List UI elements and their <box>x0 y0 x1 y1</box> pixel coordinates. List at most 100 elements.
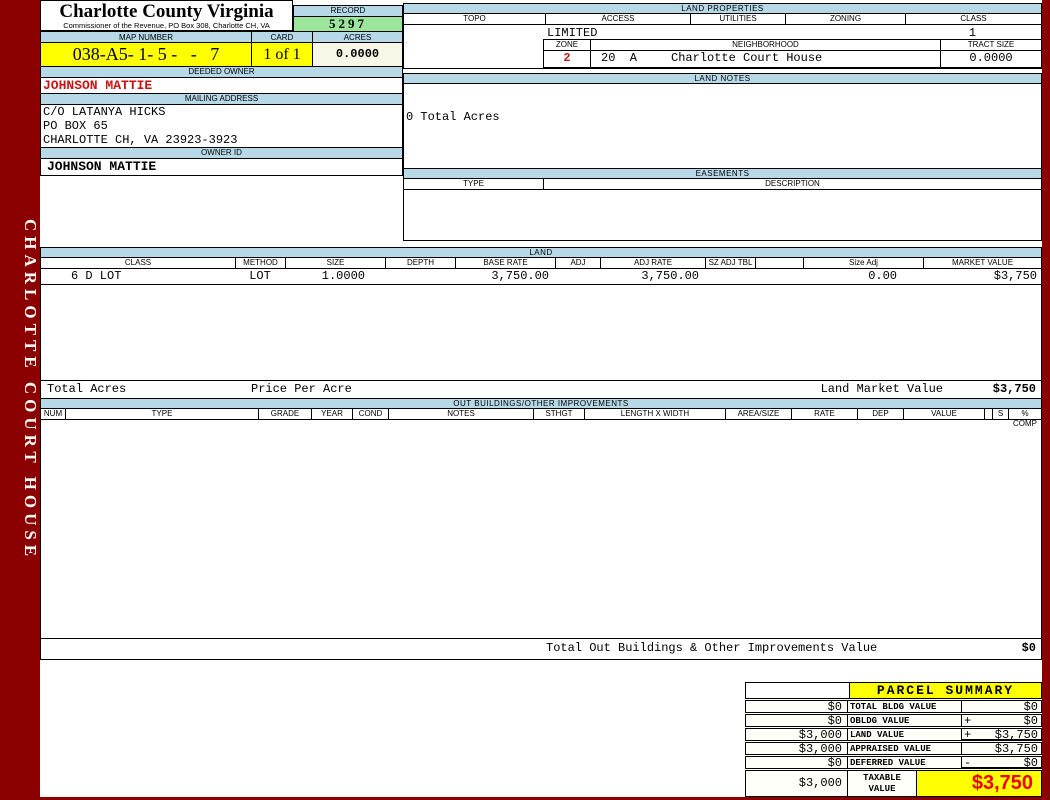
neighborhood-header: NEIGHBORHOOD <box>591 40 941 50</box>
summary-row-obldg: $0 OBLDG VALUE + $0 <box>745 714 1042 727</box>
summary-row-land: $3,000 LAND VALUE + $3,750 <box>745 728 1042 741</box>
ob-col-s: S <box>993 409 1009 419</box>
parcel-summary: PARCEL SUMMARY $0 TOTAL BLDG VALUE $0 $0… <box>745 682 1042 797</box>
ob-col-dep: DEP <box>858 409 904 419</box>
card-header: CARD <box>251 31 312 43</box>
row-operator: - <box>964 756 972 770</box>
utilities-column-header: UTILITIES <box>691 14 786 24</box>
ob-col-cond: COND <box>353 409 389 419</box>
price-per-acre-label: Price Per Acre <box>251 382 352 396</box>
card-value: 1 of 1 <box>251 43 312 67</box>
neighborhood-name: Charlotte Court House <box>671 51 823 65</box>
land-row-class: 6 D LOT <box>71 269 122 283</box>
prior-value: $0 <box>745 714 848 727</box>
row-label: TOTAL BLDG VALUE <box>848 700 962 713</box>
out-buildings-header: OUT BUILDINGS/OTHER IMPROVEMENTS <box>40 398 1042 409</box>
land-row-depth <box>385 269 455 284</box>
county-title: Charlotte County Virginia <box>59 1 274 22</box>
row-label: APPRAISED VALUE <box>848 742 962 755</box>
prior-value: $0 <box>745 700 848 713</box>
ob-col-value: VALUE <box>904 409 985 419</box>
owner-id-header: OWNER ID <box>40 148 403 159</box>
neighborhood-code: 20 A <box>601 51 638 65</box>
neighborhood-value: 20 A Charlotte Court House <box>591 51 941 67</box>
tract-size-header: TRACT SIZE <box>967 40 1015 49</box>
record-card-panel: Charlotte County Virginia Commissioner o… <box>40 0 1042 797</box>
easements-header: EASEMENTS <box>403 169 1042 179</box>
mailing-line: C/O LATANYA HICKS <box>43 105 166 119</box>
summary-row-total-bldg: $0 TOTAL BLDG VALUE $0 <box>745 700 1042 713</box>
row-operator: + <box>964 714 972 728</box>
out-buildings-total-label: Total Out Buildings & Other Improvements… <box>546 641 878 655</box>
ob-col-area-size: AREA/SIZE <box>726 409 792 419</box>
land-table-section: LAND CLASS METHOD SIZE DEPTH BASE RATE A… <box>40 247 1042 399</box>
land-col-size: SIZE <box>286 258 386 268</box>
ob-col-length-width: LENGTH X WIDTH <box>585 409 726 419</box>
map-number-header: MAP NUMBER <box>40 31 251 43</box>
prior-value: $3,000 <box>745 742 848 755</box>
ob-col-year: YEAR <box>312 409 353 419</box>
ob-col-sthgt: STHGT <box>534 409 585 419</box>
sidebar-vertical-title: CHARLOTTE COURT HOUSE <box>21 218 40 562</box>
ob-col-blank <box>985 409 993 419</box>
total-acres-label: Total Acres <box>47 382 127 396</box>
record-header: RECORD <box>293 5 403 17</box>
ob-col-pct-comp: % COMP <box>1013 409 1037 428</box>
map-number-value: 038-A5- 1- 5 - - 7 <box>40 43 251 67</box>
land-row-blank <box>755 269 803 284</box>
land-col-size-adj: Size Adj <box>804 258 924 268</box>
row-value: + $3,750 <box>962 728 1042 741</box>
out-buildings-empty-area <box>40 420 1042 638</box>
land-market-value-label: Land Market Value <box>820 382 943 396</box>
acres-header: ACRES <box>312 31 403 43</box>
land-properties-header: LAND PROPERTIES <box>403 3 1042 14</box>
row-value: + $0 <box>962 714 1042 727</box>
ob-col-num: NUM <box>41 409 66 419</box>
mailing-line: CHARLOTTE CH, VA 23923-3923 <box>43 133 238 147</box>
row-value: - $0 <box>962 756 1042 769</box>
land-col-sz-adj-tbl: SZ ADJ TBL <box>706 258 756 268</box>
row-label: LAND VALUE <box>848 728 962 741</box>
access-column-header: ACCESS <box>546 14 691 24</box>
easement-type-header: TYPE <box>404 179 544 189</box>
topo-column-header: TOPO <box>404 14 546 24</box>
land-table-row: 6 D LOT LOT 1.0000 3,750.00 3,750.00 0.0… <box>40 269 1042 285</box>
row-operator: + <box>964 728 972 742</box>
parcel-summary-title: PARCEL SUMMARY <box>850 682 1042 699</box>
out-buildings-section: OUT BUILDINGS/OTHER IMPROVEMENTS NUM TYP… <box>40 398 1042 660</box>
land-col-depth: DEPTH <box>386 258 456 268</box>
land-notes-text: 0 Total Acres <box>406 110 500 124</box>
acres-value: 0.0000 <box>312 43 403 67</box>
taxable-prior-value: $3,000 <box>745 770 848 797</box>
commissioner-line: Commissioner of the Revenue, PO Box 308,… <box>63 21 270 30</box>
prior-value: $3,000 <box>745 728 848 741</box>
land-col-market-value: MARKET VALUE <box>951 258 1014 267</box>
access-value: LIMITED <box>547 26 598 40</box>
land-row-adj-rate: 3,750.00 <box>641 269 699 283</box>
land-row-adj <box>555 269 600 284</box>
land-row-base-rate: 3,750.00 <box>491 269 549 283</box>
ob-col-type: TYPE <box>66 409 259 419</box>
land-table-empty-area <box>40 285 1042 380</box>
land-col-adj: ADJ <box>556 258 601 268</box>
land-col-class: CLASS <box>41 258 236 268</box>
class-value: 1 <box>968 26 977 40</box>
row-value: $3,750 <box>962 742 1042 755</box>
tract-size-value: 0.0000 <box>969 51 1013 65</box>
owner-id-value: JOHNSON MATTIE <box>40 159 403 176</box>
record-number: 5297 <box>293 17 403 32</box>
out-buildings-total-row: Total Out Buildings & Other Improvements… <box>40 638 1042 660</box>
taxable-value: $3,750 <box>917 770 1042 797</box>
land-row-sz-adj-tbl <box>705 269 755 284</box>
ob-col-grade: GRADE <box>259 409 312 419</box>
row-value: $0 <box>962 700 1042 713</box>
ob-col-rate: RATE <box>792 409 858 419</box>
land-table-header: LAND <box>40 247 1042 258</box>
zone-header: ZONE <box>544 40 591 50</box>
land-row-size: 1.0000 <box>321 269 365 283</box>
land-row-method: LOT <box>249 269 271 283</box>
summary-blank-cell <box>745 682 850 699</box>
land-col-blank <box>756 258 804 268</box>
land-col-method: METHOD <box>236 258 286 268</box>
mailing-address-header: MAILING ADDRESS <box>40 94 403 105</box>
